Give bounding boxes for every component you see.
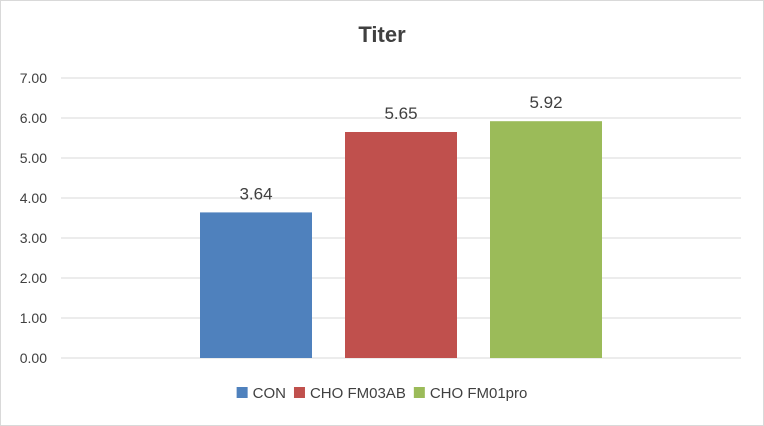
legend-label: CON bbox=[253, 385, 286, 402]
bars bbox=[200, 121, 602, 358]
y-tick-label: 3.00 bbox=[20, 230, 47, 246]
y-tick-label: 5.00 bbox=[20, 150, 47, 166]
legend-label: CHO FM03AB bbox=[310, 385, 406, 402]
legend-item: CON bbox=[236, 385, 286, 402]
y-tick-label: 4.00 bbox=[20, 190, 47, 206]
legend-swatch bbox=[293, 387, 305, 398]
legend-item: CHO FM01pro bbox=[413, 385, 528, 402]
legend-swatch bbox=[413, 387, 425, 398]
y-tick-label: 7.00 bbox=[20, 70, 47, 86]
bar-cho-fm01pro bbox=[490, 121, 602, 358]
legend-swatch bbox=[236, 387, 248, 398]
data-label: 3.64 bbox=[239, 184, 272, 203]
legend-label: CHO FM01pro bbox=[430, 385, 528, 402]
legend-item: CHO FM03AB bbox=[293, 385, 406, 402]
y-tick-label: 0.00 bbox=[20, 350, 47, 366]
y-tick-label: 2.00 bbox=[20, 270, 47, 286]
y-tick-label: 1.00 bbox=[20, 310, 47, 326]
bar-con bbox=[200, 212, 312, 358]
data-labels: 3.64 5.65 5.92 bbox=[239, 93, 562, 203]
legend: CON CHO FM03AB CHO FM01pro bbox=[236, 385, 528, 402]
data-label: 5.92 bbox=[529, 93, 562, 112]
chart-title: Titer bbox=[358, 22, 406, 47]
y-tick-label: 6.00 bbox=[20, 110, 47, 126]
data-label: 5.65 bbox=[384, 104, 417, 123]
bar-cho-fm03ab bbox=[345, 132, 457, 358]
y-axis-ticks: 0.00 1.00 2.00 3.00 4.00 5.00 6.00 7.00 bbox=[20, 70, 47, 366]
